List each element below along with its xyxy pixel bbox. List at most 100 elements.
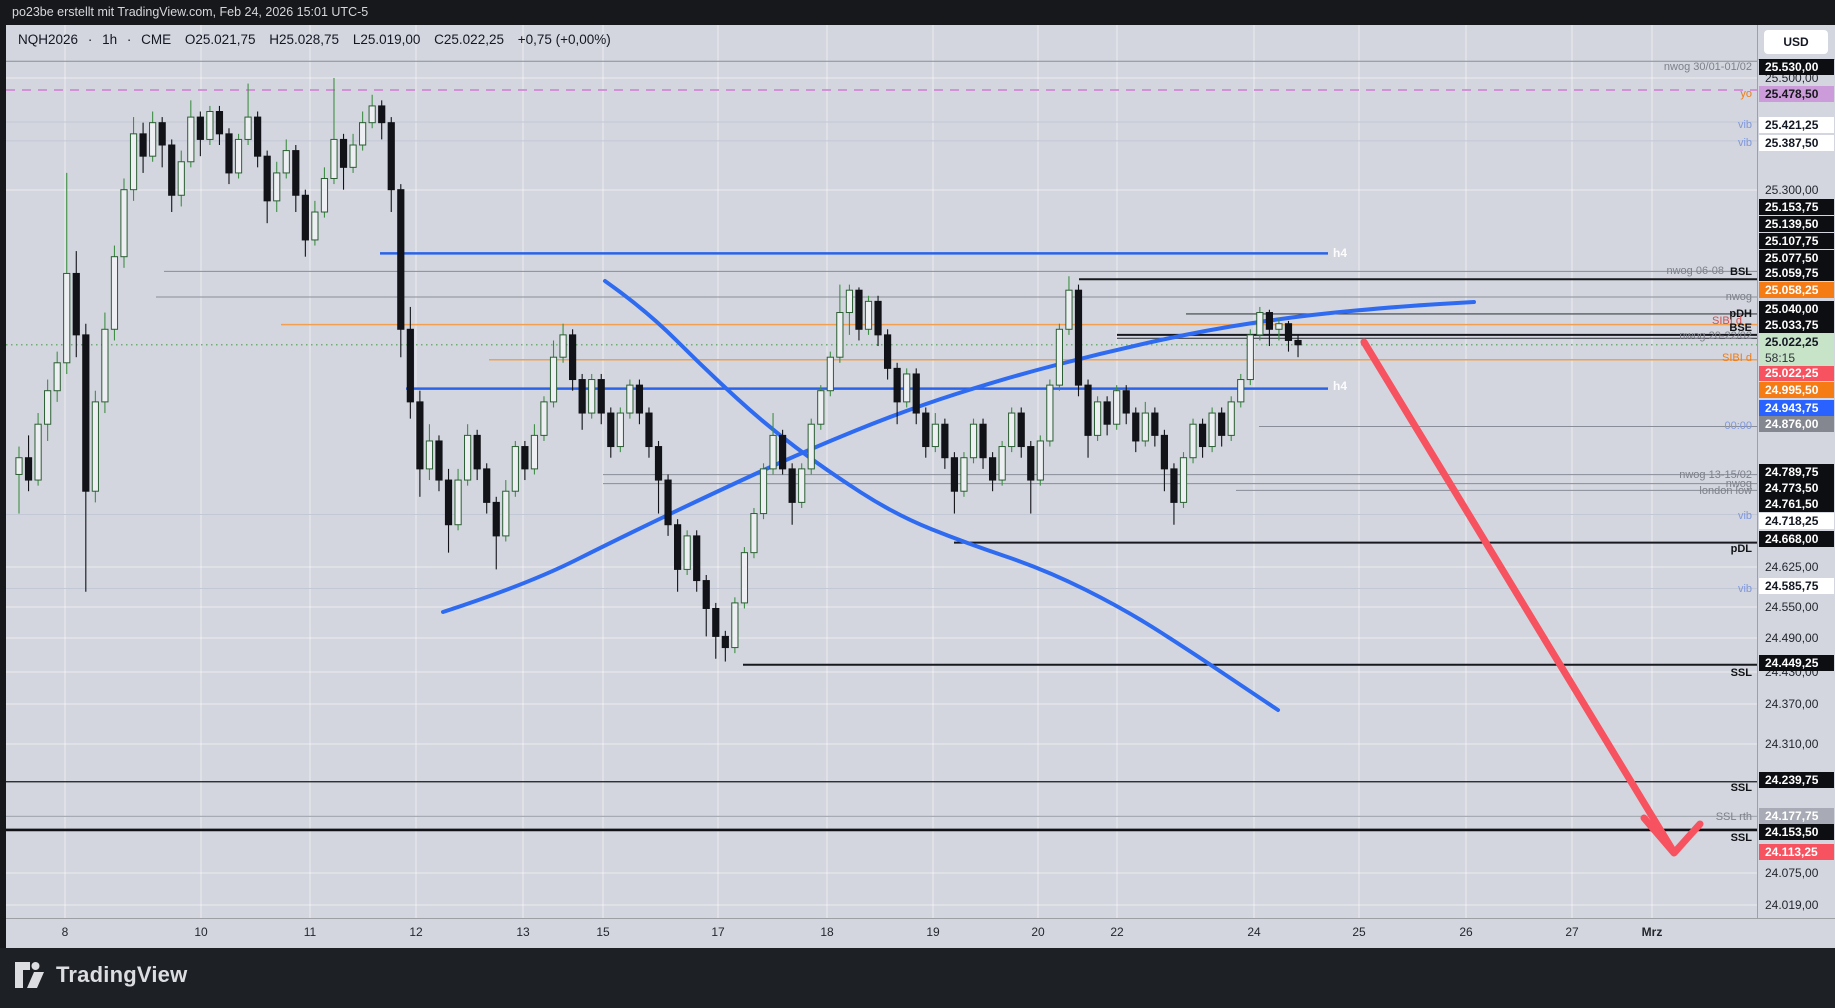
candle-body: [511, 446, 519, 492]
candle-body: [855, 289, 863, 330]
level-label-ssl: SSL: [1730, 782, 1752, 794]
descending-blue-curve: [603, 279, 1280, 712]
high-value: H25.028,75: [269, 32, 340, 47]
candle-body: [883, 334, 892, 369]
candlestick-chart-canvas[interactable]: [6, 25, 1757, 918]
candle-body: [988, 457, 997, 481]
candle-body: [1237, 379, 1245, 403]
candle-body: [626, 384, 634, 414]
time-tick-18: 18: [820, 925, 834, 939]
h4-line-label: h4: [1333, 379, 1348, 393]
price-badge: 24.177,75: [1759, 808, 1834, 824]
level-label-bse: BSE: [1729, 322, 1752, 334]
candle-body: [158, 122, 166, 146]
level-label-nwog-06-08: nwog 06-08: [1666, 265, 1725, 277]
candle-body: [349, 144, 357, 168]
candle-body: [301, 194, 309, 241]
candle-body: [540, 401, 548, 436]
candle-body: [588, 379, 596, 414]
candle-body: [63, 272, 71, 364]
price-badge: 25.107,75: [1759, 233, 1834, 249]
interval-label[interactable]: 1h: [102, 32, 118, 47]
candle-body: [664, 479, 672, 526]
candle-body: [693, 535, 701, 582]
level-label-bsl: BSL: [1730, 266, 1752, 278]
price-badge: 25.153,75: [1759, 199, 1834, 215]
level-label-ssl: SSL: [1730, 832, 1752, 844]
level-label-yo: yo: [1740, 88, 1752, 100]
level-label-sibi-d: SIBI d: [1722, 352, 1752, 364]
tradingview-logo-icon: [15, 962, 44, 988]
candle-body: [674, 524, 682, 570]
level-label-pdl: pDL: [1730, 543, 1752, 555]
candle-body: [893, 367, 901, 403]
price-badge: 25.033,75: [1759, 317, 1834, 333]
time-tick-24: 24: [1247, 925, 1261, 939]
price-tick: 25.300,00: [1765, 183, 1819, 197]
candle-body: [1093, 401, 1102, 436]
candle-body: [1103, 401, 1111, 425]
candle-body: [1256, 312, 1264, 336]
candle-body: [979, 423, 987, 459]
candle-body: [464, 434, 472, 481]
candle-body: [1084, 384, 1092, 436]
candle-body: [397, 189, 405, 330]
candle-body: [339, 138, 348, 168]
candle-body: [1208, 412, 1216, 448]
time-tick-15: 15: [596, 925, 610, 939]
level-label-pdh: pDH: [1729, 308, 1752, 320]
close-value: C25.022,25: [434, 32, 504, 47]
candle-body: [1074, 289, 1083, 386]
low-value: L25.019,00: [352, 32, 421, 47]
candle-body: [244, 116, 252, 140]
price-badge: 25.077,50: [1759, 250, 1834, 266]
candle-body: [225, 133, 233, 174]
candle-body: [492, 501, 500, 537]
time-tick-17: 17: [711, 925, 725, 939]
price-badge: 24.876,00: [1759, 416, 1834, 432]
candle-body: [387, 122, 395, 191]
level-label-vib: vib: [1737, 583, 1752, 595]
exchange-label: CME: [141, 32, 172, 47]
candle-body: [378, 105, 386, 124]
time-axis[interactable]: 8 10 11 12 13 15 17 18 19 20 22 24 25 26 27 Mrz: [6, 918, 1835, 948]
candle-body: [206, 111, 214, 140]
candle-body: [1017, 412, 1025, 448]
candle-body: [72, 272, 80, 336]
red-arrow-head: [1640, 814, 1704, 857]
candle-body: [569, 334, 577, 381]
candle-body: [654, 446, 663, 481]
candle-body: [836, 312, 844, 358]
candle-body: [311, 211, 319, 241]
time-tick-8: 8: [61, 925, 69, 939]
price-axis[interactable]: USD 25.500,00 25.300,00 24.625,00 24.550,00…: [1757, 25, 1835, 918]
candle-body: [807, 423, 815, 470]
candle-body: [931, 423, 939, 448]
level-label-nwog: nwog: [1725, 478, 1752, 490]
level-label-ssl: SSL: [1730, 667, 1752, 679]
time-tick-13: 13: [516, 925, 530, 939]
price-badge: 24.995,50: [1759, 382, 1834, 398]
candle-body: [473, 434, 481, 470]
symbol-legend[interactable]: NQH2026 · 1h · CME O25.021,75 H25.028,75…: [18, 32, 617, 47]
price-tick: 24.310,00: [1765, 737, 1819, 751]
chart-plot-area[interactable]: NQH2026 · 1h · CME O25.021,75 H25.028,75…: [6, 25, 1757, 918]
candle-body: [34, 423, 42, 481]
candle-body: [292, 150, 300, 196]
level-label-nwog: nwog: [1725, 291, 1752, 303]
candle-body: [864, 300, 873, 330]
candle-body: [1246, 334, 1254, 381]
candle-body: [721, 635, 729, 649]
candle-body: [578, 379, 586, 414]
candle-body: [320, 178, 329, 213]
candle-body: [845, 289, 854, 314]
candle-body: [1198, 423, 1207, 448]
currency-toggle-button[interactable]: USD: [1764, 30, 1828, 54]
candle-body: [1218, 412, 1226, 436]
candle-body: [559, 334, 567, 358]
candle-body: [941, 423, 949, 459]
symbol-name[interactable]: NQH2026: [18, 32, 79, 47]
time-tick-26: 26: [1459, 925, 1473, 939]
candle-body: [788, 468, 796, 503]
